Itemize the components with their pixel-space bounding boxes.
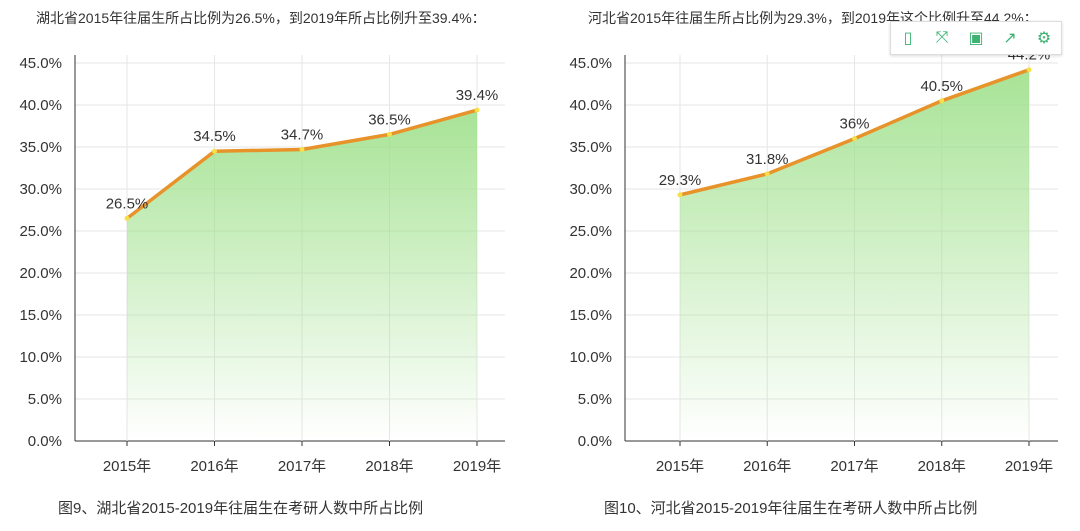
x-tick-label: 2016年 (743, 458, 791, 475)
x-tick-label: 2018年 (918, 458, 966, 475)
share-icon[interactable]: ↗ (1003, 30, 1017, 47)
data-label: 36.5% (368, 111, 411, 128)
data-point (387, 131, 392, 137)
data-label: 34.7% (281, 127, 324, 144)
data-label: 26.5% (106, 195, 149, 212)
y-tick-label: 15.0% (569, 307, 612, 324)
y-tick-label: 45.0% (569, 55, 612, 72)
x-tick-label: 2015年 (103, 458, 151, 475)
x-tick-label: 2018年 (365, 458, 413, 475)
gear-icon[interactable]: ⚙ (1036, 30, 1052, 47)
x-tick-label: 2017年 (830, 458, 878, 475)
y-tick-label: 25.0% (19, 223, 62, 240)
x-tick-label: 2016年 (190, 458, 238, 475)
data-point (212, 148, 217, 154)
y-tick-label: 0.0% (578, 433, 612, 450)
data-point (299, 147, 305, 153)
caption-hebei: 图10、河北省2015-2019年往届生在考研人数中所占比例 (604, 500, 978, 517)
y-tick-label: 10.0% (569, 349, 612, 366)
data-point (764, 171, 770, 177)
y-tick-label: 20.0% (569, 265, 612, 282)
data-label: 36% (839, 116, 869, 133)
data-label: 29.3% (659, 172, 702, 189)
y-tick-label: 45.0% (19, 55, 62, 72)
y-tick-label: 40.0% (19, 97, 62, 114)
data-point (1026, 67, 1032, 73)
data-point (474, 107, 480, 113)
y-tick-label: 5.0% (28, 391, 62, 408)
data-point (677, 192, 683, 198)
y-tick-label: 15.0% (19, 307, 62, 324)
y-tick-label: 40.0% (569, 97, 612, 114)
y-tick-label: 10.0% (19, 349, 62, 366)
data-label: 31.8% (746, 151, 789, 168)
data-label: 39.4% (456, 87, 499, 104)
y-tick-label: 25.0% (569, 223, 612, 240)
intro-text-hubei: 湖北省2015年往届生所占比例为26.5%，到2019年所占比例升至39.4%： (36, 10, 486, 26)
y-tick-label: 35.0% (569, 139, 612, 156)
x-tick-label: 2017年 (278, 458, 326, 475)
caption-hubei: 图9、湖北省2015-2019年往届生在考研人数中所占比例 (58, 500, 424, 517)
y-tick-label: 20.0% (19, 265, 62, 282)
data-label: 40.5% (920, 78, 963, 95)
y-tick-label: 0.0% (28, 433, 62, 450)
chart-toolbar: ▯ ⤧ ▣ ↗ ⚙ (890, 21, 1062, 55)
area-fill (127, 110, 477, 441)
y-tick-label: 5.0% (578, 391, 612, 408)
data-point (852, 136, 857, 142)
data-point (124, 215, 130, 221)
data-point (939, 98, 945, 104)
y-tick-label: 30.0% (569, 181, 612, 198)
data-label: 34.5% (193, 128, 236, 145)
x-tick-label: 2019年 (1005, 458, 1053, 475)
save-icon[interactable]: ▣ (968, 30, 984, 47)
area-fill (680, 69, 1029, 441)
x-tick-label: 2015年 (656, 458, 704, 475)
y-tick-label: 35.0% (19, 139, 62, 156)
fullscreen-icon[interactable]: ⤧ (935, 29, 949, 46)
y-tick-label: 30.0% (19, 181, 62, 198)
x-tick-label: 2019年 (453, 458, 501, 475)
tablet-icon[interactable]: ▯ (903, 30, 913, 47)
